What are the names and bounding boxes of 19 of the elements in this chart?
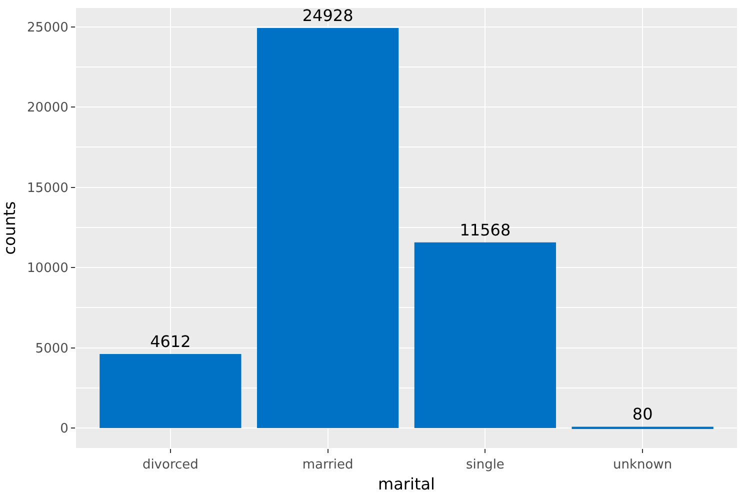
x-axis-title: marital — [378, 474, 435, 494]
y-tick-label: 15000 — [27, 180, 68, 196]
y-tick-label: 20000 — [27, 100, 68, 116]
data-label: 24928 — [302, 6, 354, 25]
y-tick-label: 25000 — [27, 20, 68, 36]
data-label: 4612 — [150, 332, 191, 351]
data-label: 80 — [632, 404, 653, 424]
bar — [100, 354, 242, 428]
data-label: 11568 — [460, 220, 511, 240]
y-tick-label: 0 — [60, 422, 68, 437]
x-tick-label: divorced — [142, 458, 198, 473]
y-tick-label: 10000 — [27, 261, 68, 276]
x-tick-label: unknown — [613, 458, 672, 473]
bar — [256, 28, 399, 428]
y-axis-title: counts — [0, 201, 19, 255]
x-tick-label: married — [302, 458, 354, 473]
y-tick-label: 5000 — [35, 341, 68, 356]
x-tick-label: single — [466, 458, 504, 473]
bar — [414, 242, 556, 428]
